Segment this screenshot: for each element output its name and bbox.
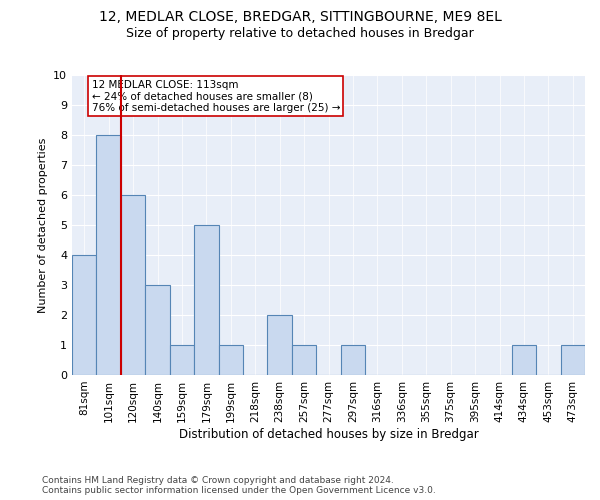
Text: Size of property relative to detached houses in Bredgar: Size of property relative to detached ho… (126, 28, 474, 40)
Bar (341, 345, 365, 375)
Bar (121, 195, 145, 375)
Bar (512, 345, 536, 375)
Bar (292, 345, 316, 375)
Bar (145, 285, 170, 375)
Text: Contains HM Land Registry data © Crown copyright and database right 2024.
Contai: Contains HM Land Registry data © Crown c… (42, 476, 436, 495)
Bar (268, 315, 292, 375)
Bar (170, 345, 194, 375)
Bar (560, 345, 585, 375)
Text: 12 MEDLAR CLOSE: 113sqm
← 24% of detached houses are smaller (8)
76% of semi-det: 12 MEDLAR CLOSE: 113sqm ← 24% of detache… (92, 80, 340, 112)
Y-axis label: Number of detached properties: Number of detached properties (38, 138, 47, 312)
Bar (97, 135, 121, 375)
Bar (72, 255, 97, 375)
X-axis label: Distribution of detached houses by size in Bredgar: Distribution of detached houses by size … (179, 428, 478, 440)
Bar (194, 225, 218, 375)
Text: 12, MEDLAR CLOSE, BREDGAR, SITTINGBOURNE, ME9 8EL: 12, MEDLAR CLOSE, BREDGAR, SITTINGBOURNE… (98, 10, 502, 24)
Bar (218, 345, 243, 375)
